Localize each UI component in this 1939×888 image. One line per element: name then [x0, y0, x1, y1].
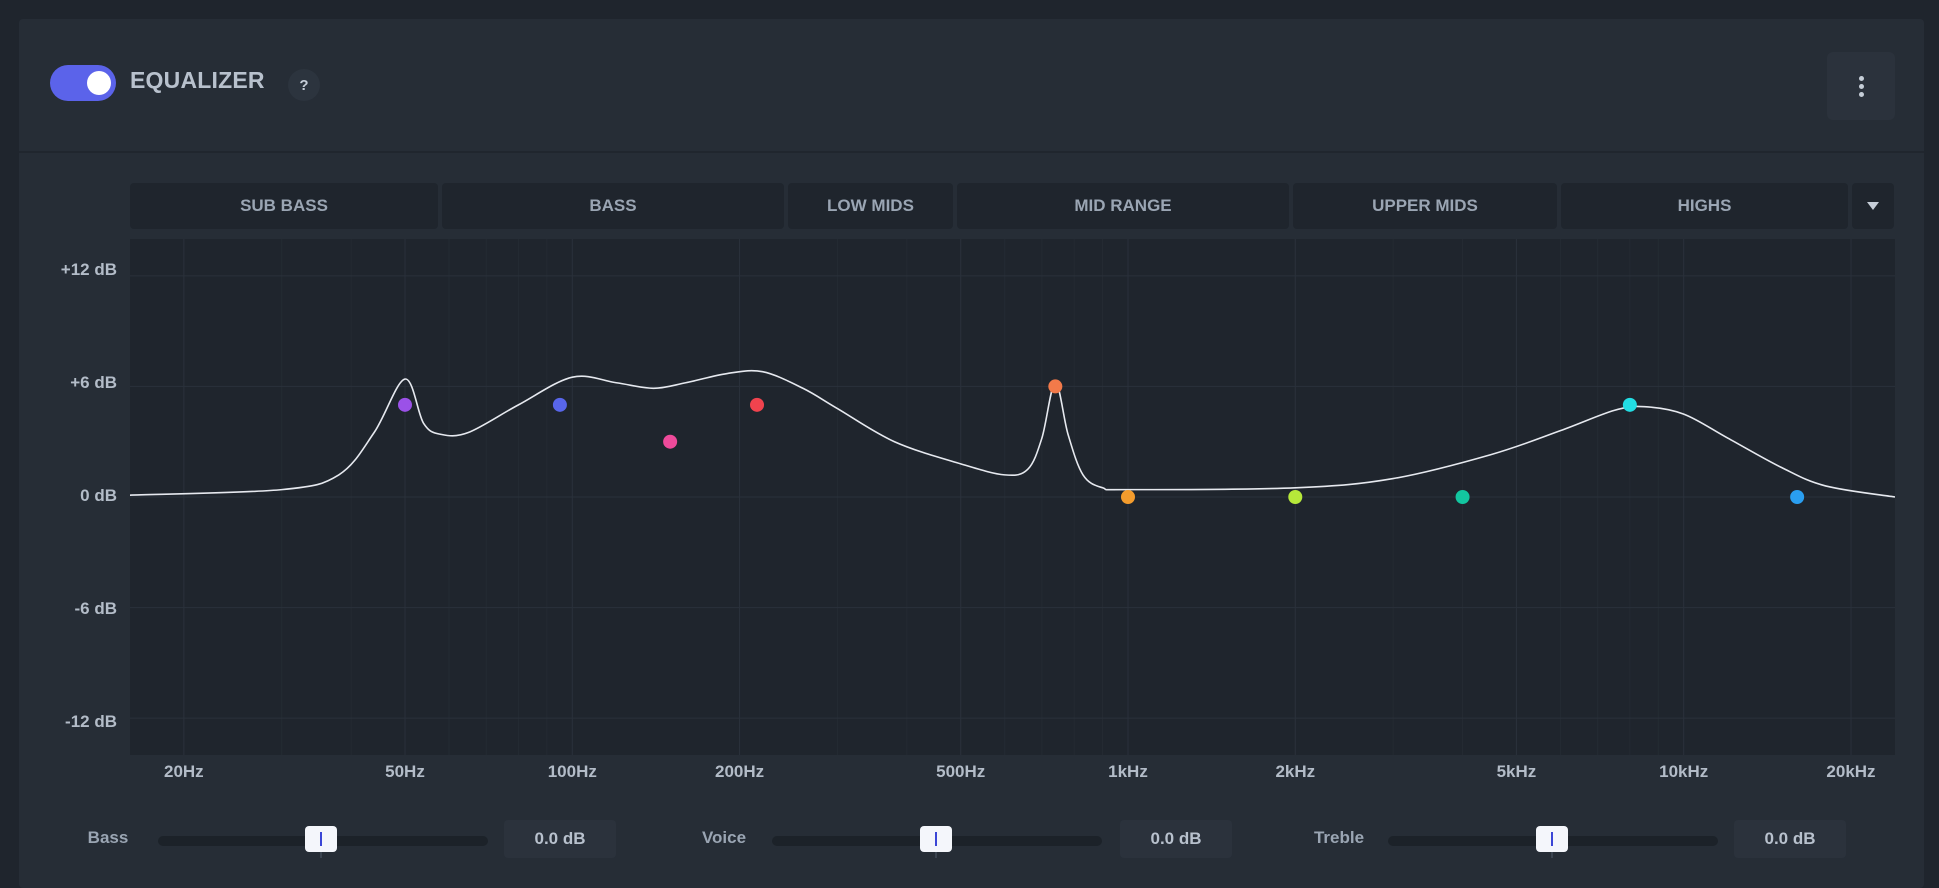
voice-control-label: Voice [701, 828, 747, 847]
bass-value: 0.0 dB [504, 820, 616, 858]
x-tick-label: 100Hz [547, 762, 597, 781]
x-tick-label: 500Hz [936, 762, 986, 781]
band-points [397, 379, 1805, 504]
equalizer-toggle[interactable] [50, 65, 116, 101]
treble-slider-center-tick [1551, 852, 1553, 858]
x-tick-label: 20kHz [1826, 762, 1876, 781]
x-tick-label: 200Hz [714, 762, 765, 781]
chart-grid [130, 239, 1895, 755]
band-point-3[interactable] [663, 434, 678, 449]
bass-slider-center-tick [320, 852, 322, 858]
y-tick-label: 0 dB [80, 486, 117, 505]
more-dot-icon [1859, 84, 1864, 89]
y-tick-label: -6 dB [74, 599, 118, 618]
band-tab-highs[interactable]: HIGHS [1561, 183, 1848, 229]
band-tab-bass[interactable]: BASS [442, 183, 784, 229]
x-tick-label: 10kHz [1659, 762, 1709, 781]
y-tick-label: +12 dB [60, 260, 117, 279]
band-point-1[interactable] [397, 397, 412, 412]
response-curve [130, 369, 1895, 498]
treble-value: 0.0 dB [1734, 820, 1846, 858]
band-point-8[interactable] [1455, 490, 1470, 504]
more-options-button[interactable] [1827, 52, 1895, 120]
band-point-10[interactable] [1790, 490, 1805, 504]
band-point-7[interactable] [1288, 490, 1303, 504]
x-tick-label: 20Hz [164, 762, 204, 781]
x-tick-label: 2kHz [1275, 762, 1316, 781]
band-point-5[interactable] [1048, 379, 1063, 394]
band-point-6[interactable] [1120, 490, 1135, 504]
x-tick-label: 1kHz [1108, 762, 1148, 781]
bass-slider-thumb[interactable] [305, 826, 337, 852]
x-tick-label: 50Hz [385, 762, 425, 781]
voice-slider-center-tick [935, 852, 937, 858]
band-tab-mid-range[interactable]: MID RANGE [957, 183, 1289, 229]
equalizer-header: EQUALIZER ? [19, 19, 1924, 153]
treble-control-label: Treble [1313, 828, 1365, 847]
band-tab-sub-bass[interactable]: SUB BASS [130, 183, 438, 229]
caret-down-icon [1867, 202, 1879, 210]
voice-slider-thumb[interactable] [920, 826, 952, 852]
help-icon[interactable]: ? [288, 69, 320, 101]
more-dot-icon [1859, 92, 1864, 97]
equalizer-title: EQUALIZER [130, 67, 265, 93]
more-dot-icon [1859, 76, 1864, 81]
band-tab-upper-mids[interactable]: UPPER MIDS [1293, 183, 1557, 229]
band-tab-low-mids[interactable]: LOW MIDS [788, 183, 953, 229]
band-point-9[interactable] [1622, 397, 1637, 412]
band-point-4[interactable] [750, 397, 765, 412]
toggle-knob [87, 71, 111, 95]
x-tick-label: 5kHz [1496, 762, 1537, 781]
band-point-2[interactable] [552, 397, 567, 412]
bass-control-label: Bass [87, 828, 129, 847]
y-tick-label: +6 dB [70, 373, 117, 392]
voice-value: 0.0 dB [1120, 820, 1232, 858]
band-dropdown-button[interactable] [1852, 183, 1894, 229]
y-tick-label: -12 dB [65, 712, 117, 731]
treble-slider-thumb[interactable] [1536, 826, 1568, 852]
eq-response-chart[interactable] [130, 239, 1895, 755]
